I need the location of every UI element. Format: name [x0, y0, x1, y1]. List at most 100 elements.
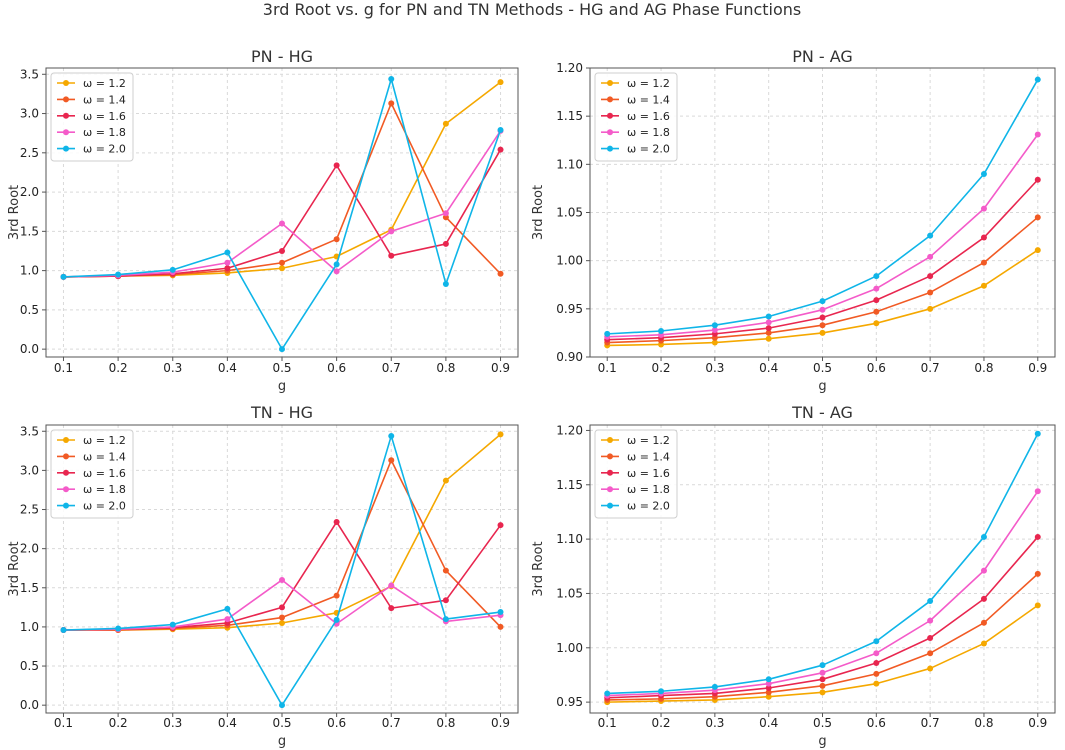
chart1-x-tick-label: 0.2 [109, 361, 128, 375]
chart3-legend-label: ω = 1.6 [83, 467, 126, 480]
chart2-y-tick-label: 1.20 [556, 61, 583, 75]
chart2-x-tick-label: 0.8 [974, 361, 993, 375]
chart3-x-tick-label: 0.8 [436, 716, 455, 730]
chart2-series-5-point [1034, 76, 1041, 83]
chart2-legend-swatch-marker [607, 129, 613, 136]
chart4-series-4-point [1034, 488, 1041, 495]
chart2-x-tick-label: 0.6 [867, 361, 886, 375]
chart1-series-4-point [442, 210, 449, 217]
chart4-legend-label: ω = 1.2 [627, 434, 670, 447]
chart3-series-2-point [333, 592, 340, 599]
chart2-y-tick-label: 1.00 [556, 254, 583, 268]
chart1-legend-swatch-marker [63, 112, 69, 119]
chart2-x-tick-label: 0.4 [759, 361, 778, 375]
chart4-series-3-point [1034, 533, 1041, 540]
chart3-legend-label: ω = 1.2 [83, 434, 126, 447]
chart3-y-tick-label: 3.0 [20, 463, 39, 477]
chart4-legend-label: ω = 1.8 [627, 483, 670, 496]
chart1-legend-swatch-marker [63, 80, 69, 86]
chart2-y-tick-label: 0.90 [556, 350, 583, 364]
chart1-legend-box [50, 72, 134, 162]
chart2-x-tick-label: 0.5 [813, 361, 832, 375]
chart2-series-1-point [711, 339, 718, 346]
chart1-series-3-point [279, 247, 285, 254]
chart4-series-3-point [873, 660, 880, 667]
chart1-x-tick-label: 0.3 [163, 361, 182, 375]
chart4-legend-swatch-marker [607, 437, 613, 443]
chart2-series-5-point [873, 273, 880, 280]
chart2-series-5-point [711, 322, 718, 329]
chart4-y-tick-label: 0.95 [556, 695, 583, 709]
chart1-series-1-point [442, 120, 449, 127]
chart1-series-5-point [388, 75, 395, 82]
chart1-series-1-point [497, 79, 504, 86]
chart1-legend-swatch-marker [63, 96, 69, 103]
chart2-legend-label: ω = 1.4 [627, 93, 670, 106]
chart2-series-5-point [765, 313, 772, 320]
chart3-legend-label: ω = 2.0 [83, 500, 126, 513]
chart1-series-3-point [388, 252, 395, 259]
chart1-x-tick-label: 0.9 [491, 361, 510, 375]
chart2-series-4-point [873, 285, 880, 292]
chart3-series-1-point [279, 620, 285, 626]
chart1-legend-swatch-marker [63, 145, 69, 152]
chart2-series-1-point [765, 335, 772, 342]
chart1-series-5-point [60, 273, 67, 280]
chart3-x-tick-label: 0.1 [54, 716, 73, 730]
chart4-series-5-point [819, 662, 826, 669]
chart3-series-1-point [442, 477, 449, 484]
chart1-y-tick-label: 2.0 [20, 185, 39, 199]
chart2-series-4-point [711, 327, 718, 334]
chart4-legend-box [594, 429, 678, 519]
chart2-title: PN - AG [792, 47, 853, 66]
chart1-series-5-point [442, 280, 449, 287]
chart4-series-1-point [980, 640, 987, 647]
chart1-title: PN - HG [251, 47, 313, 66]
chart1-series-5-point [497, 127, 504, 134]
chart4-x-tick-label: 0.7 [921, 716, 940, 730]
chart1-series-5-point [224, 249, 231, 256]
chart4-y-tick-label: 1.00 [556, 641, 583, 655]
chart3-series-2-point [442, 567, 449, 574]
chart4-series-4-point [927, 617, 934, 624]
chart1-series-2-point [333, 236, 340, 243]
chart3-series-5-point [388, 432, 395, 439]
chart2-y-tick-label: 0.95 [556, 302, 583, 316]
chart1-x-tick-label: 0.5 [272, 361, 291, 375]
chart3-legend-label: ω = 1.4 [83, 450, 126, 463]
chart2-series-4-point [1034, 131, 1041, 138]
chart3-series-5-point [279, 702, 285, 709]
chart3-y-tick-label: 3.5 [20, 424, 39, 438]
chart4-series-1-point [927, 665, 934, 672]
chart3-x-tick-label: 0.2 [109, 716, 128, 730]
chart3-series-5-point [169, 621, 176, 628]
chart4-y-tick-label: 1.05 [556, 586, 583, 600]
chart3-legend-swatch-marker [63, 453, 69, 460]
chart2-x-tick-label: 0.7 [921, 361, 940, 375]
chart3-series-2-point [279, 614, 285, 621]
chart3-legend: ω = 1.2 ω = 1.4 ω = 1.6 ω = 1.8 ω = 2.0 [50, 429, 134, 519]
chart4-series-4-point [873, 650, 880, 657]
chart4-legend-swatch-marker [607, 469, 613, 476]
chart2-series-3-point [927, 273, 934, 280]
chart4-series-3-point [980, 595, 987, 602]
chart3-series-5-point [60, 627, 67, 634]
chart4-series-5-point [604, 690, 611, 697]
chart3-y-tick-label: 1.0 [20, 620, 39, 634]
chart4-legend-label: ω = 2.0 [627, 500, 670, 513]
chart1-y-tick-label: 2.5 [20, 146, 39, 160]
chart3-series-4-point [388, 582, 395, 589]
chart2-x-tick-label: 0.3 [705, 361, 724, 375]
chart3-x-axis-label: g [278, 734, 286, 749]
chart1-y-tick-label: 0.5 [20, 303, 39, 317]
chart3-series-5-point [497, 609, 504, 616]
chart4-x-tick-label: 0.2 [651, 716, 670, 730]
chart1-legend-label: ω = 1.8 [83, 126, 126, 139]
chart3-series-3-point [279, 604, 285, 611]
chart4-series-4-point [980, 567, 987, 574]
chart4-series-5-point [873, 638, 880, 645]
chart1-legend-swatch-marker [63, 129, 69, 136]
chart3-series-4-point [224, 616, 231, 623]
chart1-series-5-point [169, 266, 176, 273]
chart1-series-5-point [115, 271, 122, 278]
